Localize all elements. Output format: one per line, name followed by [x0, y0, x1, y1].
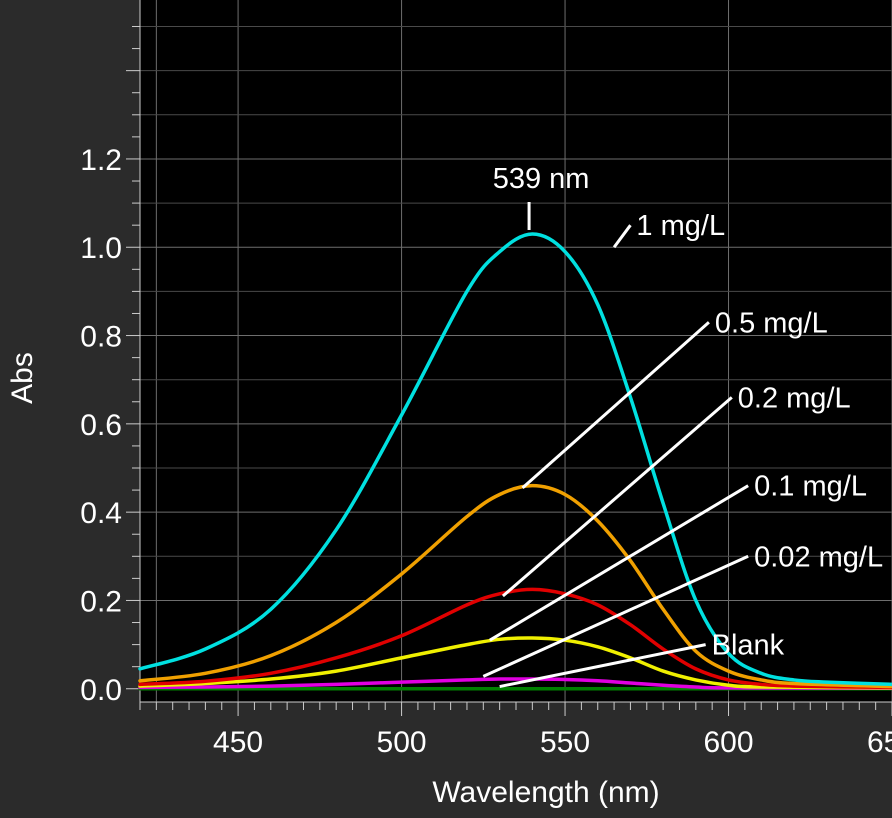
- y-tick-label: 1.2: [80, 144, 122, 177]
- tick-marks: [126, 0, 892, 716]
- annotation-leader-line: [521, 321, 710, 489]
- annotation-label: 0.5 mg/L: [715, 307, 828, 339]
- series-lines: [138, 232, 892, 691]
- series-line-0-5-mg-l: [138, 483, 892, 689]
- y-tick-label: 0.2: [80, 585, 122, 618]
- x-tick-label: 500: [377, 726, 427, 759]
- x-axis-title: Wavelength (nm): [432, 776, 659, 809]
- peak-label: 539 nm: [493, 163, 590, 195]
- annotation-label: 1 mg/L: [636, 210, 725, 242]
- annotation-label: Blank: [712, 630, 785, 662]
- y-tick-label: 0.0: [80, 674, 122, 707]
- series-line-1-mg-l: [138, 232, 892, 687]
- annotation-leader-line: [482, 554, 749, 678]
- annotation-label: 0.1 mg/L: [754, 471, 867, 503]
- series-line-0-1-mg-l: [138, 636, 892, 690]
- y-tick-label: 0.4: [80, 497, 122, 530]
- x-tick-label: 450: [213, 726, 263, 759]
- x-tick-label: 650: [867, 726, 892, 759]
- y-tick-label: 0.6: [80, 409, 122, 442]
- annotation-leader-line: [612, 224, 632, 249]
- annotation-label: 0.2 mg/L: [738, 382, 851, 414]
- x-tick-label: 550: [540, 726, 590, 759]
- grid: [140, 0, 892, 702]
- series-line-0-2-mg-l: [138, 587, 892, 690]
- annotation-leader-line: [489, 484, 749, 642]
- y-axis-title: Abs: [6, 352, 39, 404]
- annotation-leader-line: [499, 643, 706, 689]
- annotation-leader-line: [501, 396, 733, 598]
- x-tick-labels: 450 500 550 600 650: [213, 726, 892, 759]
- x-tick-label: 600: [703, 726, 753, 759]
- y-tick-label: 0.8: [80, 321, 122, 354]
- y-tick-labels: 0.0 0.2 0.4 0.6 0.8 1.0 1.2: [80, 144, 122, 707]
- annotation-label: 0.02 mg/L: [754, 541, 883, 573]
- plot-area: [140, 0, 892, 702]
- annotations: 539 nm 1 mg/L 0.5 mg/L 0.2 mg/L 0.1 mg/L 0.02…: [482, 163, 883, 689]
- y-tick-label: 1.0: [80, 232, 122, 265]
